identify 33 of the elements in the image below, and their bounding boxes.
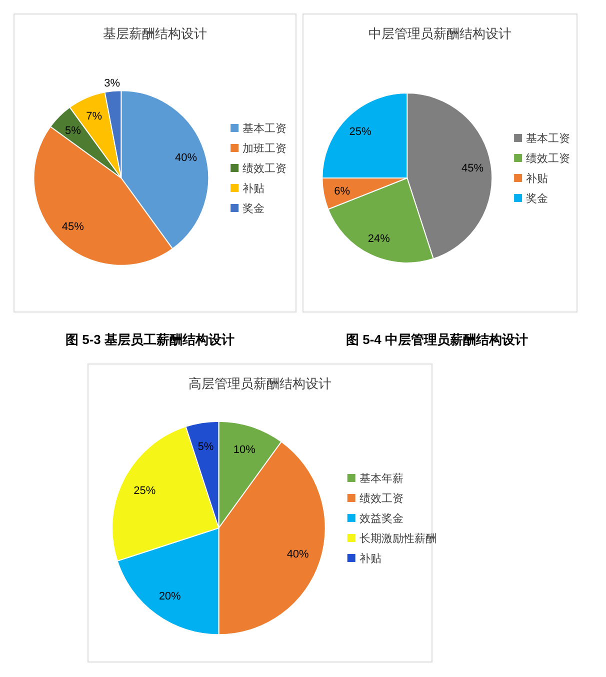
data-label: 20% [158,590,182,602]
chart-title: 高层管理员薪酬结构设计 [188,376,332,391]
data-label: 24% [368,232,390,245]
legend-label: 奖金 [242,203,265,215]
data-label: 45% [62,221,84,234]
legend-label: 补贴 [242,182,265,195]
data-label: 40% [286,548,310,561]
legend-label: 绩效工资 [526,152,570,165]
legend-label: 补贴 [526,172,548,185]
legend-label: 基本工资 [242,122,287,135]
data-label: 3% [104,77,120,90]
data-label: 5% [64,124,82,137]
caption: 图 5-3 基层员工薪酬结构设计 [65,332,235,347]
data-label: 5% [198,440,214,453]
data-label: 7% [86,110,102,122]
legend-label: 补贴 [359,552,382,565]
data-label: 6% [334,185,350,198]
legend-label: 奖金 [526,193,548,205]
caption: 图 5-4 中层管理员薪酬结构设计 [346,332,528,347]
data-label: 45% [462,162,484,175]
chart-title: 中层管理员薪酬结构设计 [368,26,512,41]
legend-label: 效益奖金 [359,513,404,525]
legend-label: 基本工资 [526,132,570,145]
legend-label: 长期激励性薪酬 [359,532,436,545]
legend-label: 绩效工资 [359,492,404,505]
legend-label: 基本年薪 [359,472,404,485]
chart-title: 基层薪酬结构设计 [103,26,207,41]
legend-label: 绩效工资 [242,162,287,175]
data-label: 25% [134,485,156,498]
data-label: 40% [174,152,198,164]
data-label: 10% [233,444,256,456]
data-label: 25% [349,126,372,138]
legend-label: 加班工资 [242,142,287,155]
